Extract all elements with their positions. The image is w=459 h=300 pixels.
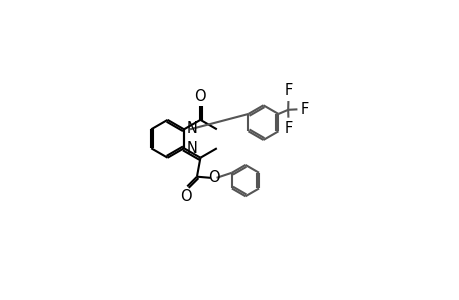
Text: F: F [284, 121, 292, 136]
Text: O: O [180, 189, 192, 204]
Text: F: F [284, 83, 292, 98]
Text: N: N [187, 122, 197, 136]
Text: O: O [194, 89, 206, 104]
Text: F: F [300, 102, 308, 117]
Text: O: O [207, 170, 219, 185]
Text: N: N [187, 141, 197, 156]
